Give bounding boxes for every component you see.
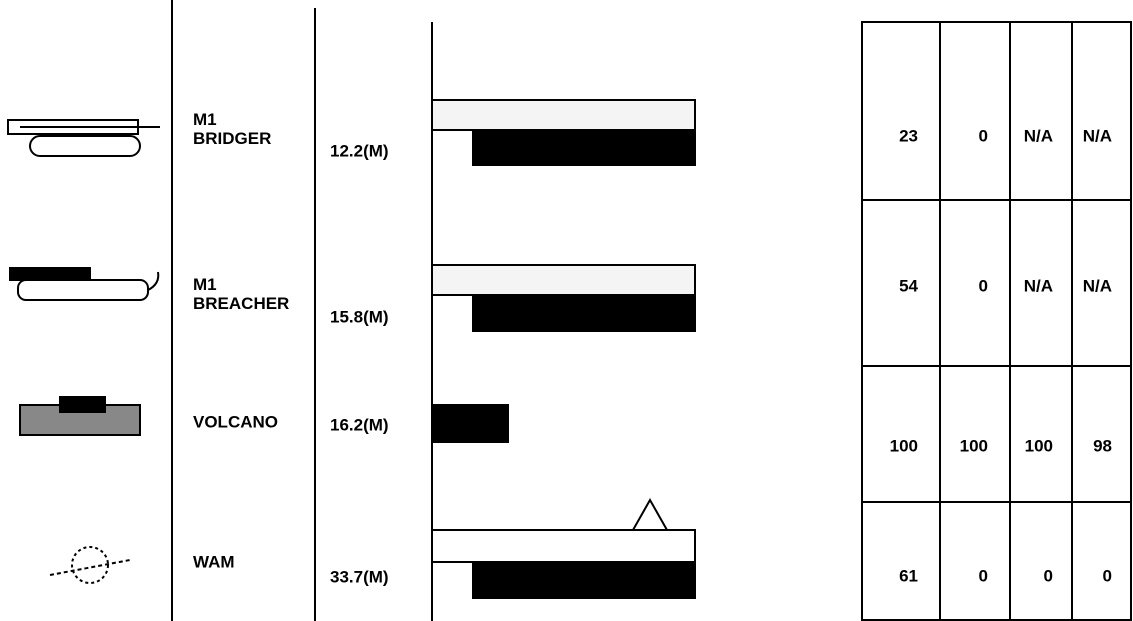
- table-cell: 100: [890, 436, 918, 455]
- vehicle-name: VOLCANO: [193, 412, 278, 431]
- table-cell: 0: [979, 566, 988, 585]
- vehicle-name: M1: [193, 110, 217, 129]
- vehicle-name: BREACHER: [193, 294, 289, 313]
- table-cell: 0: [1103, 566, 1112, 585]
- vehicle-icons: [7, 119, 160, 584]
- table-cell: N/A: [1024, 126, 1053, 145]
- table-cell: N/A: [1083, 126, 1112, 145]
- table-cell: 98: [1093, 436, 1112, 455]
- table-cell: 23: [899, 126, 918, 145]
- table-cell: N/A: [1083, 276, 1112, 295]
- table-cell: 0: [979, 126, 988, 145]
- length-label: 12.2(M): [330, 141, 389, 160]
- table-cell: 100: [1025, 436, 1053, 455]
- length-label: 16.2(M): [330, 415, 389, 434]
- table-cell: 54: [899, 276, 918, 295]
- length-label: 33.7(M): [330, 567, 389, 586]
- vehicle-name: BRIDGER: [193, 129, 271, 148]
- bars: [431, 99, 696, 599]
- table-cell: 0: [1044, 566, 1053, 585]
- table-cell: 100: [960, 436, 988, 455]
- table-cell: 61: [899, 566, 918, 585]
- vehicle-name: M1: [193, 275, 217, 294]
- table-cell: 0: [979, 276, 988, 295]
- table-cell: N/A: [1024, 276, 1053, 295]
- vehicle-name: WAM: [193, 552, 235, 571]
- length-label: 15.8(M): [330, 307, 389, 326]
- table-grid: [861, 21, 1132, 621]
